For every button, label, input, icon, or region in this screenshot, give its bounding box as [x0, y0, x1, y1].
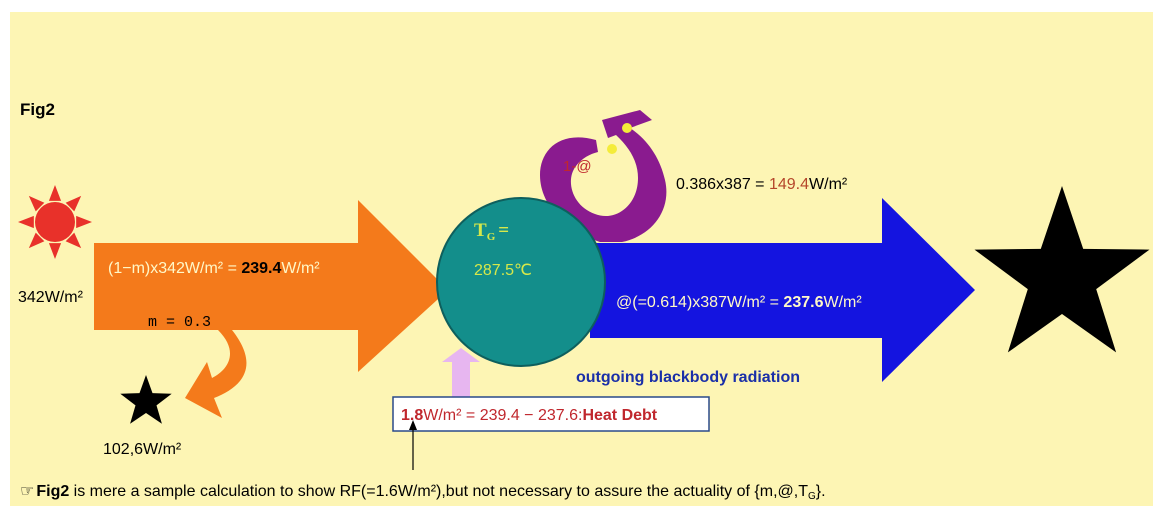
sun-ray	[28, 195, 45, 212]
sun-ray	[65, 232, 82, 249]
incoming-formula-value: 239.4	[241, 260, 281, 277]
absorbed-formula: 0.386x387 = 149.4W/m²	[676, 176, 848, 193]
footnote-end: }.	[816, 483, 826, 500]
incoming-radiation-arrow	[94, 200, 448, 372]
small-star-icon	[120, 375, 172, 424]
reflected-flux-label: 102,6W/m²	[103, 441, 182, 458]
figure-label: Fig2	[20, 100, 55, 119]
photon-dot-1	[622, 123, 632, 133]
heat-debt-box	[392, 396, 710, 432]
incoming-formula-prefix: (1−m)x342W/m² =	[108, 260, 241, 277]
absorbed-radiation-arc	[540, 110, 667, 242]
outgoing-formula: @(=0.614)x387W/m² = 237.6W/m²	[616, 294, 862, 311]
earth-temp-symbol: TG =	[474, 220, 509, 243]
incoming-formula-suffix: W/m²	[281, 260, 320, 277]
incoming-formula: (1−m)x342W/m² = 239.4W/m²	[108, 260, 320, 277]
reflected-radiation-arrow	[185, 330, 247, 418]
heat-debt-formula: 1.8W/m² = 239.4 − 237.6:Heat Debt	[401, 407, 658, 424]
outgoing-formula-value: 237.6	[783, 294, 823, 311]
temp-symbol: T	[474, 220, 487, 241]
heat-debt-label: Heat Debt	[582, 407, 657, 424]
temp-equals: =	[498, 220, 509, 241]
footnote-bold: Fig2	[36, 483, 69, 500]
temp-subscript: G	[487, 231, 496, 243]
absorbed-label: 1-@	[563, 158, 592, 175]
heat-debt-value: 1.8	[401, 407, 423, 424]
sun-icon	[18, 185, 92, 259]
footnote-sub: G	[808, 491, 816, 502]
sun-ray	[28, 232, 45, 249]
sun-ray	[48, 185, 62, 201]
earth-circle	[436, 197, 606, 367]
pointing-hand-icon: ☞	[20, 481, 34, 500]
sun-ray	[76, 215, 92, 229]
outgoing-radiation-arrow	[590, 198, 975, 382]
sun-ray	[65, 195, 82, 212]
absorbed-formula-suffix: W/m²	[809, 176, 848, 193]
outgoing-label: outgoing blackbody radiation	[576, 369, 800, 386]
footnote-text: is mere a sample calculation to show RF(…	[69, 483, 808, 500]
photon-dot-2	[607, 144, 617, 154]
sun-ray	[18, 215, 34, 229]
footnote: ☞ Fig2 is mere a sample calculation to sh…	[20, 481, 826, 502]
absorbed-formula-prefix: 0.386x387 =	[676, 176, 769, 193]
heat-up-arrow	[442, 348, 480, 397]
outgoing-formula-suffix: W/m²	[823, 294, 862, 311]
heat-debt-expression: W/m² = 239.4 − 237.6:	[423, 407, 582, 424]
big-star-icon	[974, 186, 1150, 353]
outgoing-formula-prefix: @(=0.614)x387W/m² =	[616, 294, 783, 311]
m-label: m = 0.3	[148, 314, 211, 331]
sun-ray	[48, 243, 62, 259]
pointer-arrowhead	[409, 420, 417, 430]
earth-temp-value: 287.5℃	[474, 262, 532, 279]
absorbed-formula-value: 149.4	[769, 176, 809, 193]
solar-flux-label: 342W/m²	[18, 289, 84, 306]
